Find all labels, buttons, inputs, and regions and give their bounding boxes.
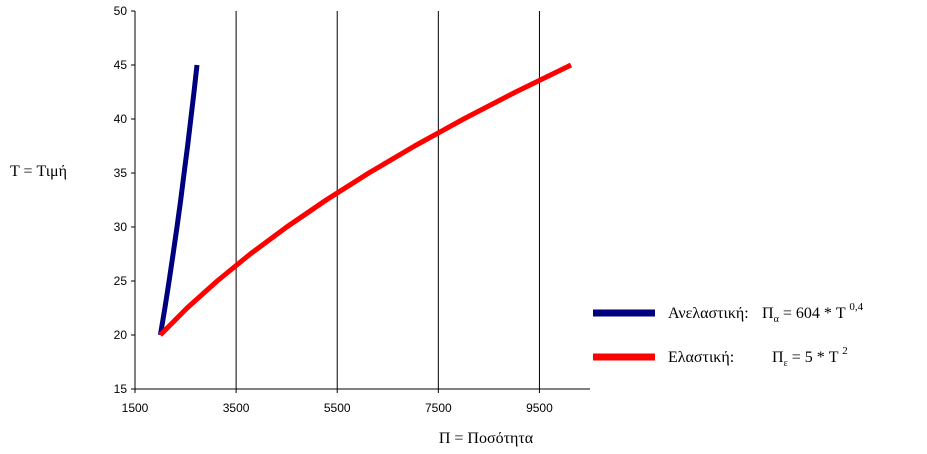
x-axis-title: Π = Ποσότητα: [439, 430, 534, 447]
series-line-elastic: [158, 62, 573, 337]
x-tick-label: 9500: [526, 401, 553, 415]
y-tick-label: 50: [114, 4, 128, 18]
legend: Ανελαστική: Πα = 604 * T 0,4 Ελαστική: Πε =…: [593, 301, 864, 369]
y-tick-label: 35: [114, 166, 128, 180]
x-tick-label: 5500: [324, 401, 351, 415]
x-tick-label: 3500: [223, 401, 250, 415]
legend-label: Ελαστική:: [668, 349, 734, 366]
x-tick-label: 7500: [425, 401, 452, 415]
y-tick-label: 30: [114, 220, 128, 234]
series-line-inelastic: [157, 64, 200, 336]
gridlines: [235, 11, 540, 389]
y-tick-label: 25: [114, 274, 128, 288]
x-tick-label: 1500: [122, 401, 149, 415]
y-tick-label: 15: [114, 382, 128, 396]
y-tick-label: 45: [114, 58, 128, 72]
y-tick-label: 40: [114, 112, 128, 126]
legend-formula: Πα = 604 * T 0,4: [762, 301, 864, 325]
legend-label: Ανελαστική:: [668, 305, 749, 322]
y-tick-label: 20: [114, 328, 128, 342]
y-axis-title: T = Τιμή: [10, 163, 67, 180]
y-tick-labels: 15 20 25 30 35 40 45 50: [114, 4, 128, 396]
legend-formula: Πε = 5 * T 2: [772, 345, 848, 369]
series-lines: [157, 62, 573, 337]
x-tick-labels: 1500 3500 5500 7500 9500: [122, 401, 553, 415]
axes: [131, 10, 590, 393]
